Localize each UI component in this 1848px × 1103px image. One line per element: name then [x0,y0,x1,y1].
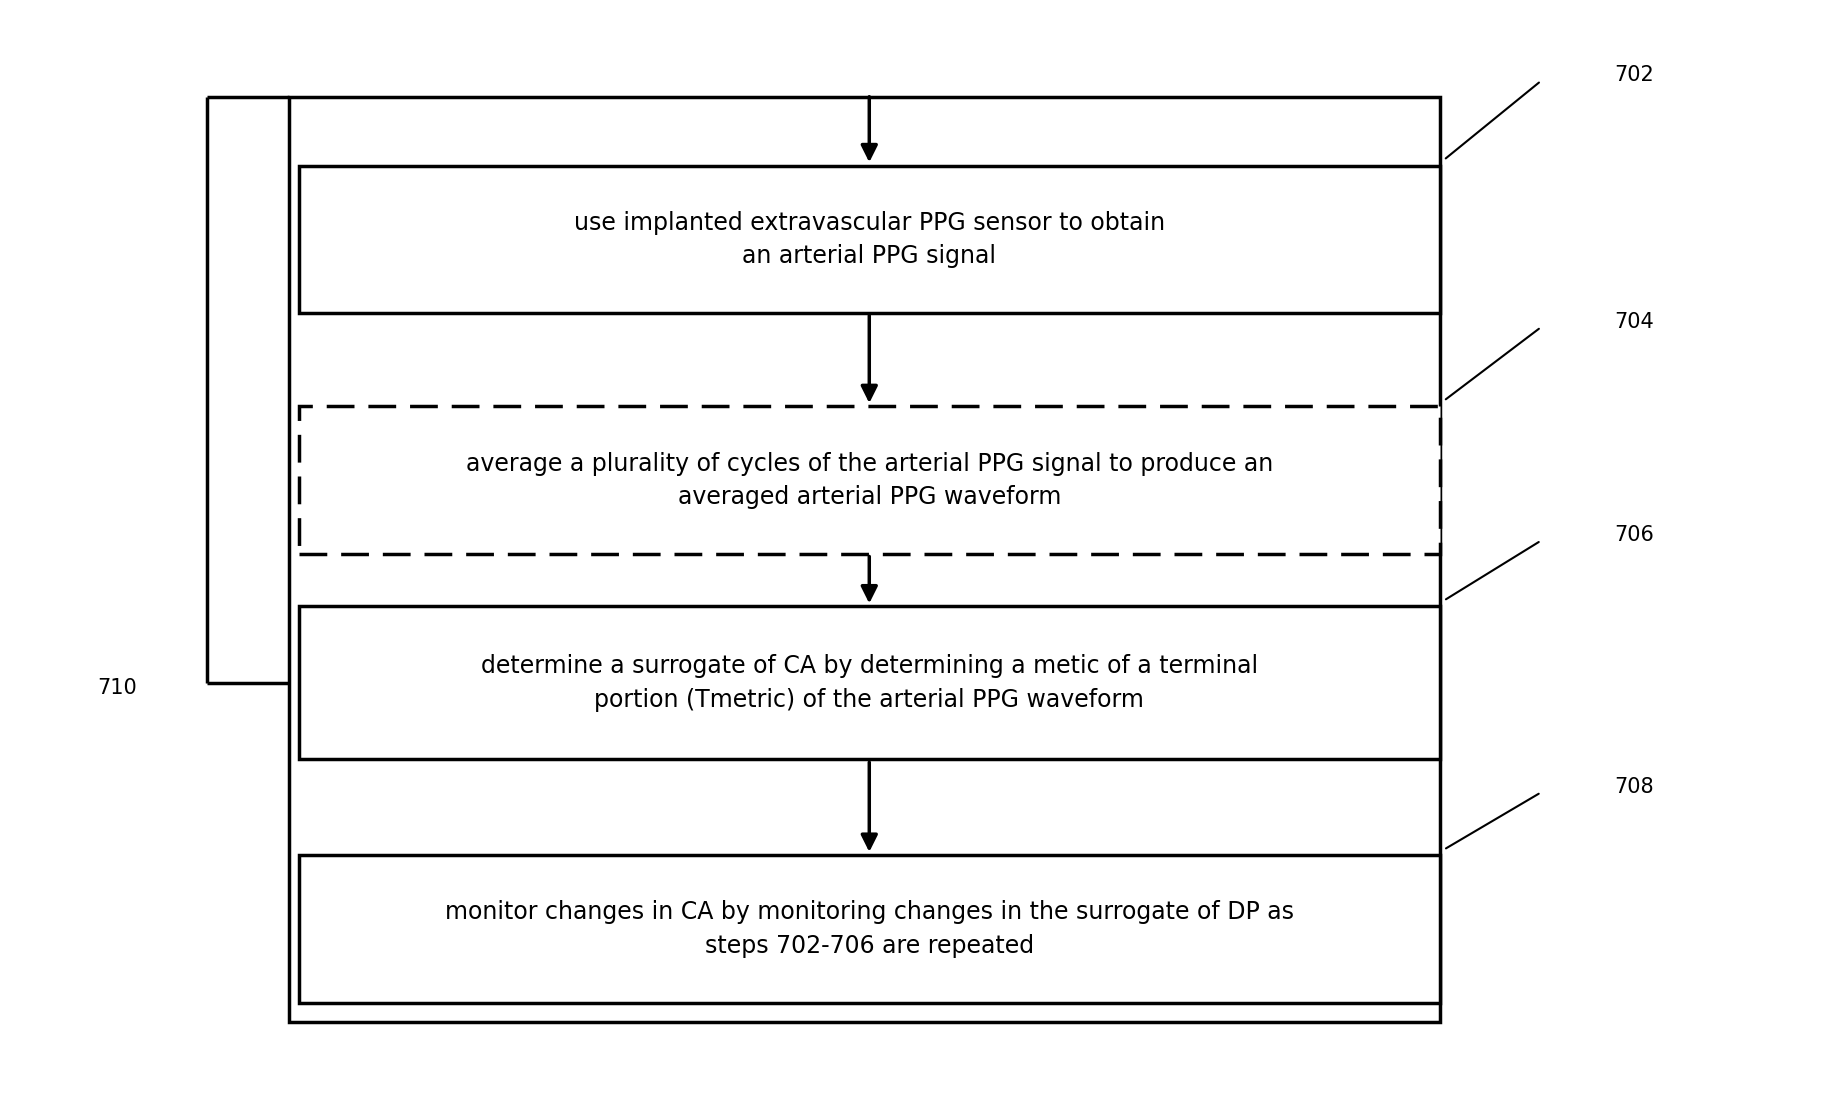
Bar [290,97,1440,1022]
Text: determine a surrogate of CA by determining a metic of a terminal
portion (Tmetri: determine a surrogate of CA by determini… [480,654,1257,711]
Text: 708: 708 [1613,777,1654,796]
Bar [299,165,1440,313]
Bar [299,607,1440,760]
Text: monitor changes in CA by monitoring changes in the surrogate of DP as
steps 702-: monitor changes in CA by monitoring chan… [445,900,1294,957]
Bar [299,855,1440,1003]
Text: use implanted extravascular PPG sensor to obtain
an arterial PPG signal: use implanted extravascular PPG sensor t… [573,211,1164,268]
Text: average a plurality of cycles of the arterial PPG signal to produce an
averaged : average a plurality of cycles of the art… [466,451,1271,510]
Text: 706: 706 [1613,525,1654,545]
Text: 710: 710 [96,678,137,698]
Text: 704: 704 [1613,312,1654,332]
Text: 702: 702 [1613,65,1654,85]
Bar [299,407,1440,554]
